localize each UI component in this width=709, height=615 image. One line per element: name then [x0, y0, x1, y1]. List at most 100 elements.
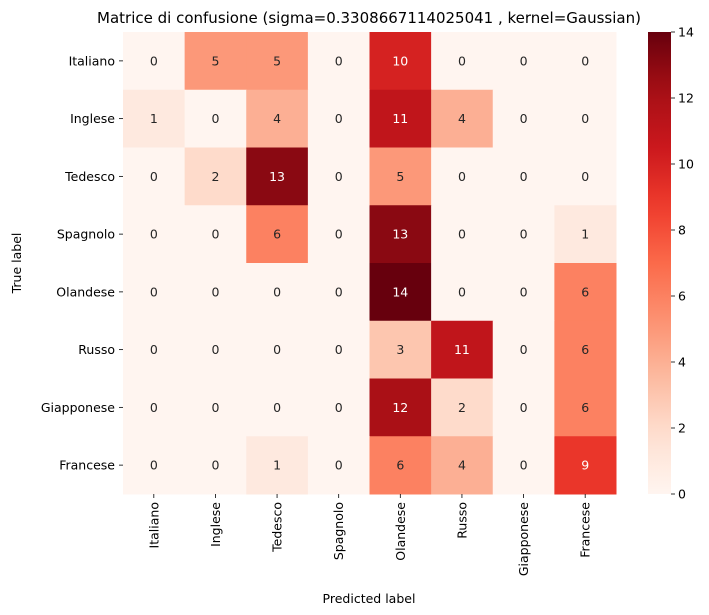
- colorbar: 0 2 4 6 8 10 12 14: [648, 25, 694, 502]
- cell-value-label: 6: [581, 400, 589, 415]
- heatmap-cell: [123, 320, 186, 379]
- cell-value-label: 6: [273, 227, 281, 242]
- heatmap-cell-labels: 0 5 5 0 10 0 0 01 0 4 0 11 4 0 00 2 13 0 5 0 0 00 0 6 0 13 0 0 10 0 0 0…: [150, 53, 589, 472]
- heatmap-cell: [492, 89, 555, 148]
- cell-value-label: 11: [392, 111, 408, 126]
- heatmap-cells: [123, 32, 617, 495]
- heatmap-cell: [246, 436, 309, 495]
- heatmap-cell: [369, 89, 432, 148]
- x-tick-label: Francese: [578, 502, 593, 558]
- colorbar-tick-label: 4: [678, 355, 686, 370]
- cell-value-label: 0: [335, 111, 343, 126]
- cell-value-label: 12: [392, 400, 408, 415]
- cell-value-label: 0: [211, 458, 219, 473]
- cell-value-label: 0: [273, 284, 281, 299]
- cell-value-label: 0: [520, 284, 528, 299]
- heatmap-cell: [123, 263, 186, 322]
- cell-value-label: 1: [273, 458, 281, 473]
- heatmap-cell: [307, 320, 370, 379]
- heatmap-cell: [123, 32, 186, 91]
- cell-value-label: 6: [581, 284, 589, 299]
- cell-value-label: 14: [392, 284, 408, 299]
- cell-value-label: 10: [392, 53, 408, 68]
- heatmap-cell: [123, 378, 186, 437]
- heatmap-cell: [492, 320, 555, 379]
- cell-value-label: 6: [581, 342, 589, 357]
- colorbar-tick-label: 0: [678, 487, 686, 502]
- cell-value-label: 0: [150, 53, 158, 68]
- heatmap-cell: [554, 147, 617, 206]
- cell-value-label: 0: [335, 169, 343, 184]
- y-tick-label: Spagnolo: [57, 227, 115, 242]
- colorbar-gradient: [648, 32, 671, 494]
- y-tick-label: Tedesco: [64, 169, 115, 184]
- cell-value-label: 0: [335, 458, 343, 473]
- heatmap-cell: [369, 147, 432, 206]
- heatmap-cell: [307, 263, 370, 322]
- cell-value-label: 0: [211, 111, 219, 126]
- heatmap-cell: [246, 205, 309, 264]
- heatmap-cell: [554, 378, 617, 437]
- cell-value-label: 0: [150, 400, 158, 415]
- cell-value-label: 5: [211, 53, 219, 68]
- cell-value-label: 0: [335, 227, 343, 242]
- cell-value-label: 0: [520, 53, 528, 68]
- cell-value-label: 5: [396, 169, 404, 184]
- heatmap-cell: [431, 320, 494, 379]
- heatmap-cell: [246, 378, 309, 437]
- heatmap-cell: [554, 205, 617, 264]
- cell-value-label: 4: [273, 111, 281, 126]
- cell-value-label: 0: [150, 458, 158, 473]
- heatmap-cell: [554, 89, 617, 148]
- cell-value-label: 0: [458, 284, 466, 299]
- x-axis-label: Predicted label: [323, 591, 416, 606]
- heatmap-cell: [554, 263, 617, 322]
- cell-value-label: 9: [581, 458, 589, 473]
- cell-value-label: 0: [150, 342, 158, 357]
- heatmap-cell: [307, 205, 370, 264]
- cell-value-label: 0: [581, 53, 589, 68]
- heatmap-cell: [307, 436, 370, 495]
- heatmap-cell: [307, 378, 370, 437]
- cell-value-label: 0: [211, 284, 219, 299]
- cell-value-label: 0: [211, 342, 219, 357]
- cell-value-label: 0: [335, 400, 343, 415]
- heatmap-cell: [431, 205, 494, 264]
- heatmap-cell: [246, 320, 309, 379]
- heatmap-cell: [246, 147, 309, 206]
- heatmap-cell: [431, 147, 494, 206]
- x-tick-label: Spagnolo: [331, 502, 346, 560]
- cell-value-label: 0: [458, 53, 466, 68]
- heatmap-cell: [369, 263, 432, 322]
- heatmap-cell: [184, 89, 247, 148]
- x-tick-label: Inglese: [208, 502, 223, 547]
- heatmap-cell: [492, 32, 555, 91]
- colorbar-tick-label: 10: [678, 157, 694, 172]
- x-tick-label: Tedesco: [270, 502, 285, 553]
- heatmap-cell: [492, 378, 555, 437]
- cell-value-label: 0: [273, 400, 281, 415]
- heatmap-cell: [307, 32, 370, 91]
- x-tick-label: Italiano: [146, 502, 161, 548]
- cell-value-label: 0: [150, 284, 158, 299]
- heatmap-cell: [369, 32, 432, 91]
- heatmap-cell: [184, 436, 247, 495]
- y-tick-label: Giapponese: [41, 400, 115, 415]
- heatmap-cell: [369, 436, 432, 495]
- cell-value-label: 11: [454, 342, 470, 357]
- cell-value-label: 0: [581, 169, 589, 184]
- x-tick-labels: Italiano Inglese Tedesco Spagnolo Olandese Ru…: [146, 494, 593, 576]
- heatmap-cell: [369, 205, 432, 264]
- heatmap-cell: [554, 32, 617, 91]
- heatmap-cell: [431, 263, 494, 322]
- heatmap-cell: [246, 89, 309, 148]
- cell-value-label: 5: [273, 53, 281, 68]
- y-tick-label: Francese: [59, 458, 115, 473]
- x-tick-label: Russo: [454, 502, 469, 539]
- cell-value-label: 0: [150, 227, 158, 242]
- heatmap-cell: [307, 147, 370, 206]
- heatmap-cell: [369, 320, 432, 379]
- heatmap-cell: [123, 89, 186, 148]
- heatmap-cell: [184, 263, 247, 322]
- cell-value-label: 2: [458, 400, 466, 415]
